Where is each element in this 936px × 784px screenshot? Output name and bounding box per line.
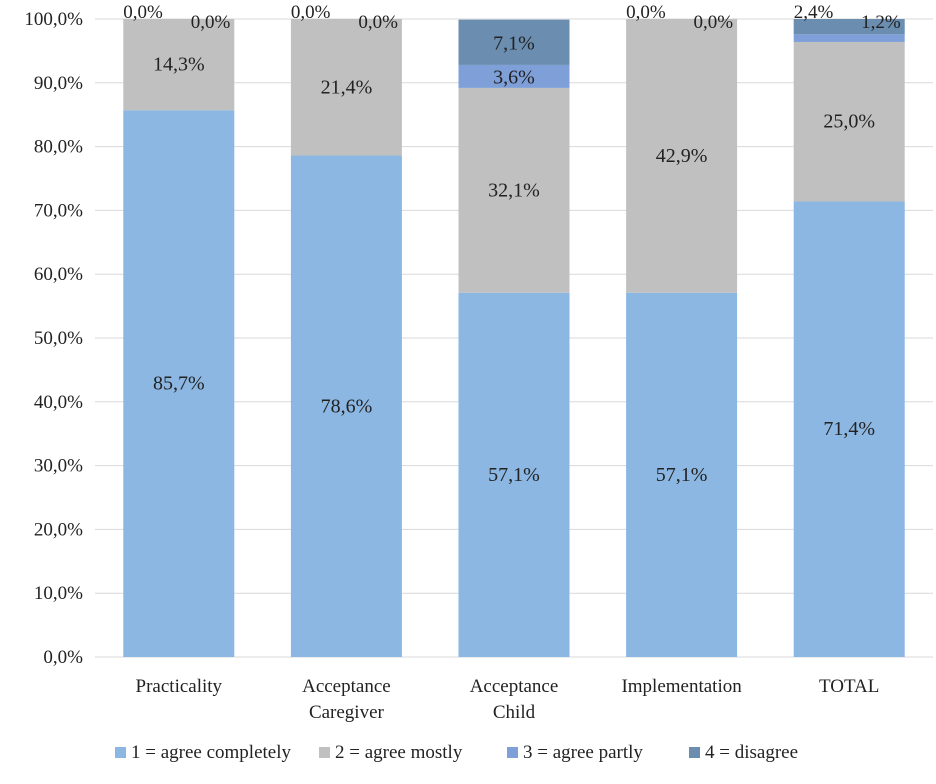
- data-label: 0,0%: [358, 12, 398, 33]
- bar-segment-2: [123, 19, 235, 111]
- y-tick-label: 0,0%: [43, 647, 83, 668]
- y-tick-label: 20,0%: [34, 519, 83, 540]
- legend-swatch: [507, 747, 518, 758]
- data-label: 2,4%: [794, 2, 834, 23]
- legend: 1 = agree completely 2 = agree mostly 3 = …: [115, 742, 798, 763]
- bar-segment-2: [793, 41, 905, 202]
- data-label: 25,0%: [823, 111, 875, 133]
- bar-segment-2: [626, 19, 738, 293]
- data-label: 0,0%: [694, 12, 734, 33]
- bar-segment-2: [458, 87, 570, 293]
- y-tick-label: 50,0%: [34, 328, 83, 349]
- bars: [123, 19, 905, 658]
- bar-segment-3: [793, 34, 905, 42]
- data-label: 42,9%: [656, 145, 708, 167]
- data-labels: 85,7% 14,3% 0,0% 0,0% 78,6% 21,4% 0,0% 0,0% 57,1…: [123, 2, 901, 486]
- data-label: 14,3%: [153, 54, 205, 76]
- y-tick-label: 30,0%: [34, 456, 83, 477]
- y-tick-label: 90,0%: [34, 73, 83, 94]
- y-tick-label: 10,0%: [34, 583, 83, 604]
- bar-segment-1: [123, 110, 235, 657]
- x-tick-label: Implementation: [621, 676, 742, 697]
- bar-segment-2: [290, 19, 402, 156]
- data-label: 1,2%: [861, 12, 901, 33]
- legend-label: 4 = disagree: [705, 742, 798, 763]
- axes: 0,0% 10,0% 20,0% 30,0% 40,0% 50,0% 60,0% 70,0% 8…: [24, 9, 879, 723]
- data-label: 21,4%: [321, 76, 373, 98]
- legend-label: 3 = agree partly: [523, 742, 643, 763]
- legend-swatch: [689, 747, 700, 758]
- data-label: 0,0%: [626, 2, 666, 23]
- data-label: 71,4%: [823, 418, 875, 440]
- y-tick-label: 100,0%: [24, 9, 83, 30]
- x-tick-label: Acceptance: [302, 676, 391, 697]
- x-tick-label: Acceptance: [470, 676, 559, 697]
- data-label: 0,0%: [191, 12, 231, 33]
- bar-segment-4: [458, 19, 570, 65]
- data-label: 85,7%: [153, 373, 205, 395]
- x-tick-label: Caregiver: [309, 702, 385, 723]
- data-label: 7,1%: [493, 32, 535, 54]
- bar-segment-3: [458, 64, 570, 88]
- data-label: 0,0%: [123, 2, 163, 23]
- x-tick-label: Child: [493, 702, 536, 723]
- legend-label: 2 = agree mostly: [335, 742, 463, 763]
- x-tick-label: Practicality: [136, 676, 223, 697]
- y-tick-label: 60,0%: [34, 264, 83, 285]
- x-tick-label: TOTAL: [819, 676, 879, 697]
- y-tick-label: 40,0%: [34, 392, 83, 413]
- bar-segment-1: [458, 292, 570, 657]
- bar-segment-1: [626, 292, 738, 657]
- data-label: 3,6%: [493, 66, 535, 88]
- y-tick-label: 70,0%: [34, 200, 83, 221]
- data-label: 0,0%: [291, 2, 331, 23]
- bar-segment-1: [793, 201, 905, 657]
- legend-swatch: [319, 747, 330, 758]
- y-tick-label: 80,0%: [34, 137, 83, 158]
- data-label: 57,1%: [656, 464, 708, 486]
- bar-segment-4: [793, 19, 905, 35]
- data-label: 78,6%: [321, 395, 373, 417]
- bar-segment-1: [290, 155, 402, 658]
- data-label: 32,1%: [488, 179, 540, 201]
- legend-label: 1 = agree completely: [131, 742, 292, 763]
- data-label: 57,1%: [488, 464, 540, 486]
- legend-swatch: [115, 747, 126, 758]
